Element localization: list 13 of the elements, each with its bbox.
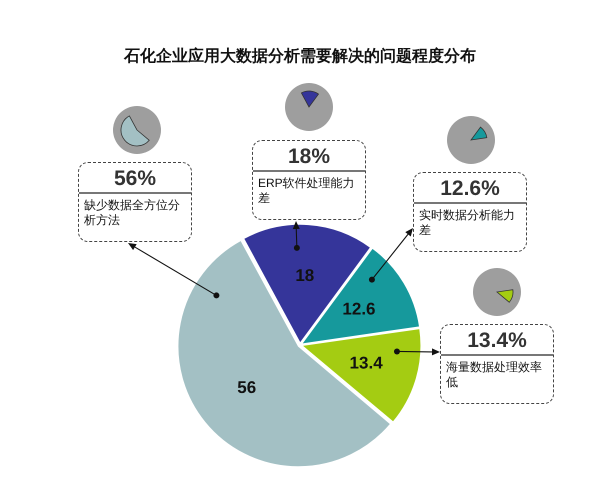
text: 18% bbox=[253, 141, 365, 172]
data-label: 56 bbox=[237, 378, 256, 398]
data-label: 12.6 bbox=[342, 299, 376, 318]
slice-label: 海量数据处理效率低 bbox=[445, 359, 543, 391]
chart-title: 石化企业应用大数据分析需要解决的问题程度分布 bbox=[122, 46, 477, 67]
data-label: 18 bbox=[295, 266, 314, 286]
text: 56% bbox=[79, 163, 191, 194]
data-label: 13.4 bbox=[350, 353, 384, 372]
slice-label: ERP软件处理能力差 bbox=[257, 175, 356, 207]
text: 12.6% bbox=[414, 173, 526, 204]
text: 13.4% bbox=[441, 325, 553, 356]
slice-label: 缺少数据全方位分析方法 bbox=[83, 197, 181, 229]
slice-label: 实时数据分析能力差 bbox=[418, 207, 516, 239]
